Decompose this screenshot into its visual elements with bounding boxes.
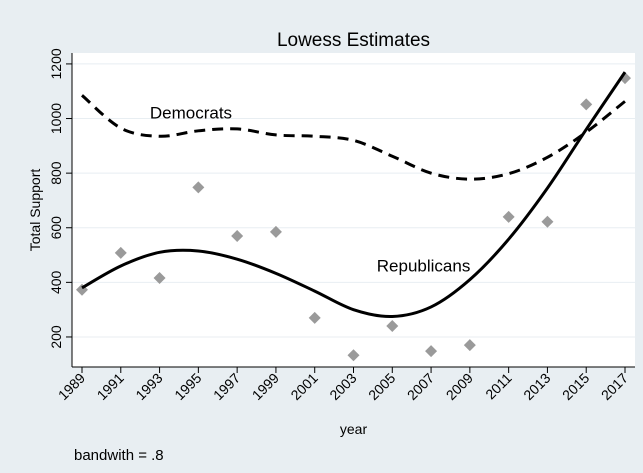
scatter-point xyxy=(347,349,360,362)
scatter-point xyxy=(541,215,554,228)
x-tick-label: 2007 xyxy=(404,370,437,403)
annotation-democrats: Democrats xyxy=(150,104,232,123)
y-tick-label: 800 xyxy=(48,161,64,185)
x-tick-label: 2015 xyxy=(559,370,592,403)
annotation-republicans: Republicans xyxy=(377,256,471,275)
y-axis-title: Total Support xyxy=(27,169,43,252)
annotations: Democrats Republicans xyxy=(150,104,470,276)
x-tick-label: 1991 xyxy=(94,370,127,403)
series-line-democrats xyxy=(81,94,626,181)
x-tick-label: 1989 xyxy=(55,370,88,403)
scatter-point xyxy=(114,246,127,259)
scatter-point xyxy=(192,181,205,194)
y-tick-label: 400 xyxy=(48,270,64,294)
x-tick-label: 2011 xyxy=(482,370,515,403)
scatter-point xyxy=(502,210,515,223)
plot-area xyxy=(72,53,635,367)
y-tick-label: 1200 xyxy=(48,48,64,79)
x-tick-label: 1995 xyxy=(171,370,204,403)
bandwidth-note: bandwith = .8 xyxy=(74,447,164,464)
x-tick-label: 2003 xyxy=(326,370,359,403)
series-line-republicans xyxy=(81,71,627,318)
x-tick-label: 2017 xyxy=(598,370,631,403)
series-lines xyxy=(81,71,627,318)
scatter-points xyxy=(76,72,631,362)
x-tick-label: 2013 xyxy=(520,370,553,403)
scatter-point xyxy=(231,229,244,242)
x-tick-label: 2009 xyxy=(443,370,476,403)
scatter-point xyxy=(425,345,438,358)
y-tick-label: 1000 xyxy=(48,103,64,134)
x-tick-label: 2001 xyxy=(287,370,320,403)
scatter-point xyxy=(580,98,593,111)
x-axis-title: year xyxy=(340,421,368,437)
x-tick-label: 1993 xyxy=(132,370,165,403)
chart-title: Lowess Estimates xyxy=(277,30,430,51)
y-tick-label: 600 xyxy=(48,216,64,240)
y-tick-label: 200 xyxy=(48,325,64,349)
scatter-point xyxy=(463,339,476,352)
scatter-point xyxy=(308,311,321,324)
x-tick-label: 2005 xyxy=(365,370,398,403)
x-tick-label: 1997 xyxy=(210,370,243,403)
x-tick-label: 1999 xyxy=(249,370,282,403)
gridlines xyxy=(72,63,635,338)
scatter-point xyxy=(153,271,166,284)
scatter-point xyxy=(386,320,399,333)
scatter-point xyxy=(269,225,282,238)
